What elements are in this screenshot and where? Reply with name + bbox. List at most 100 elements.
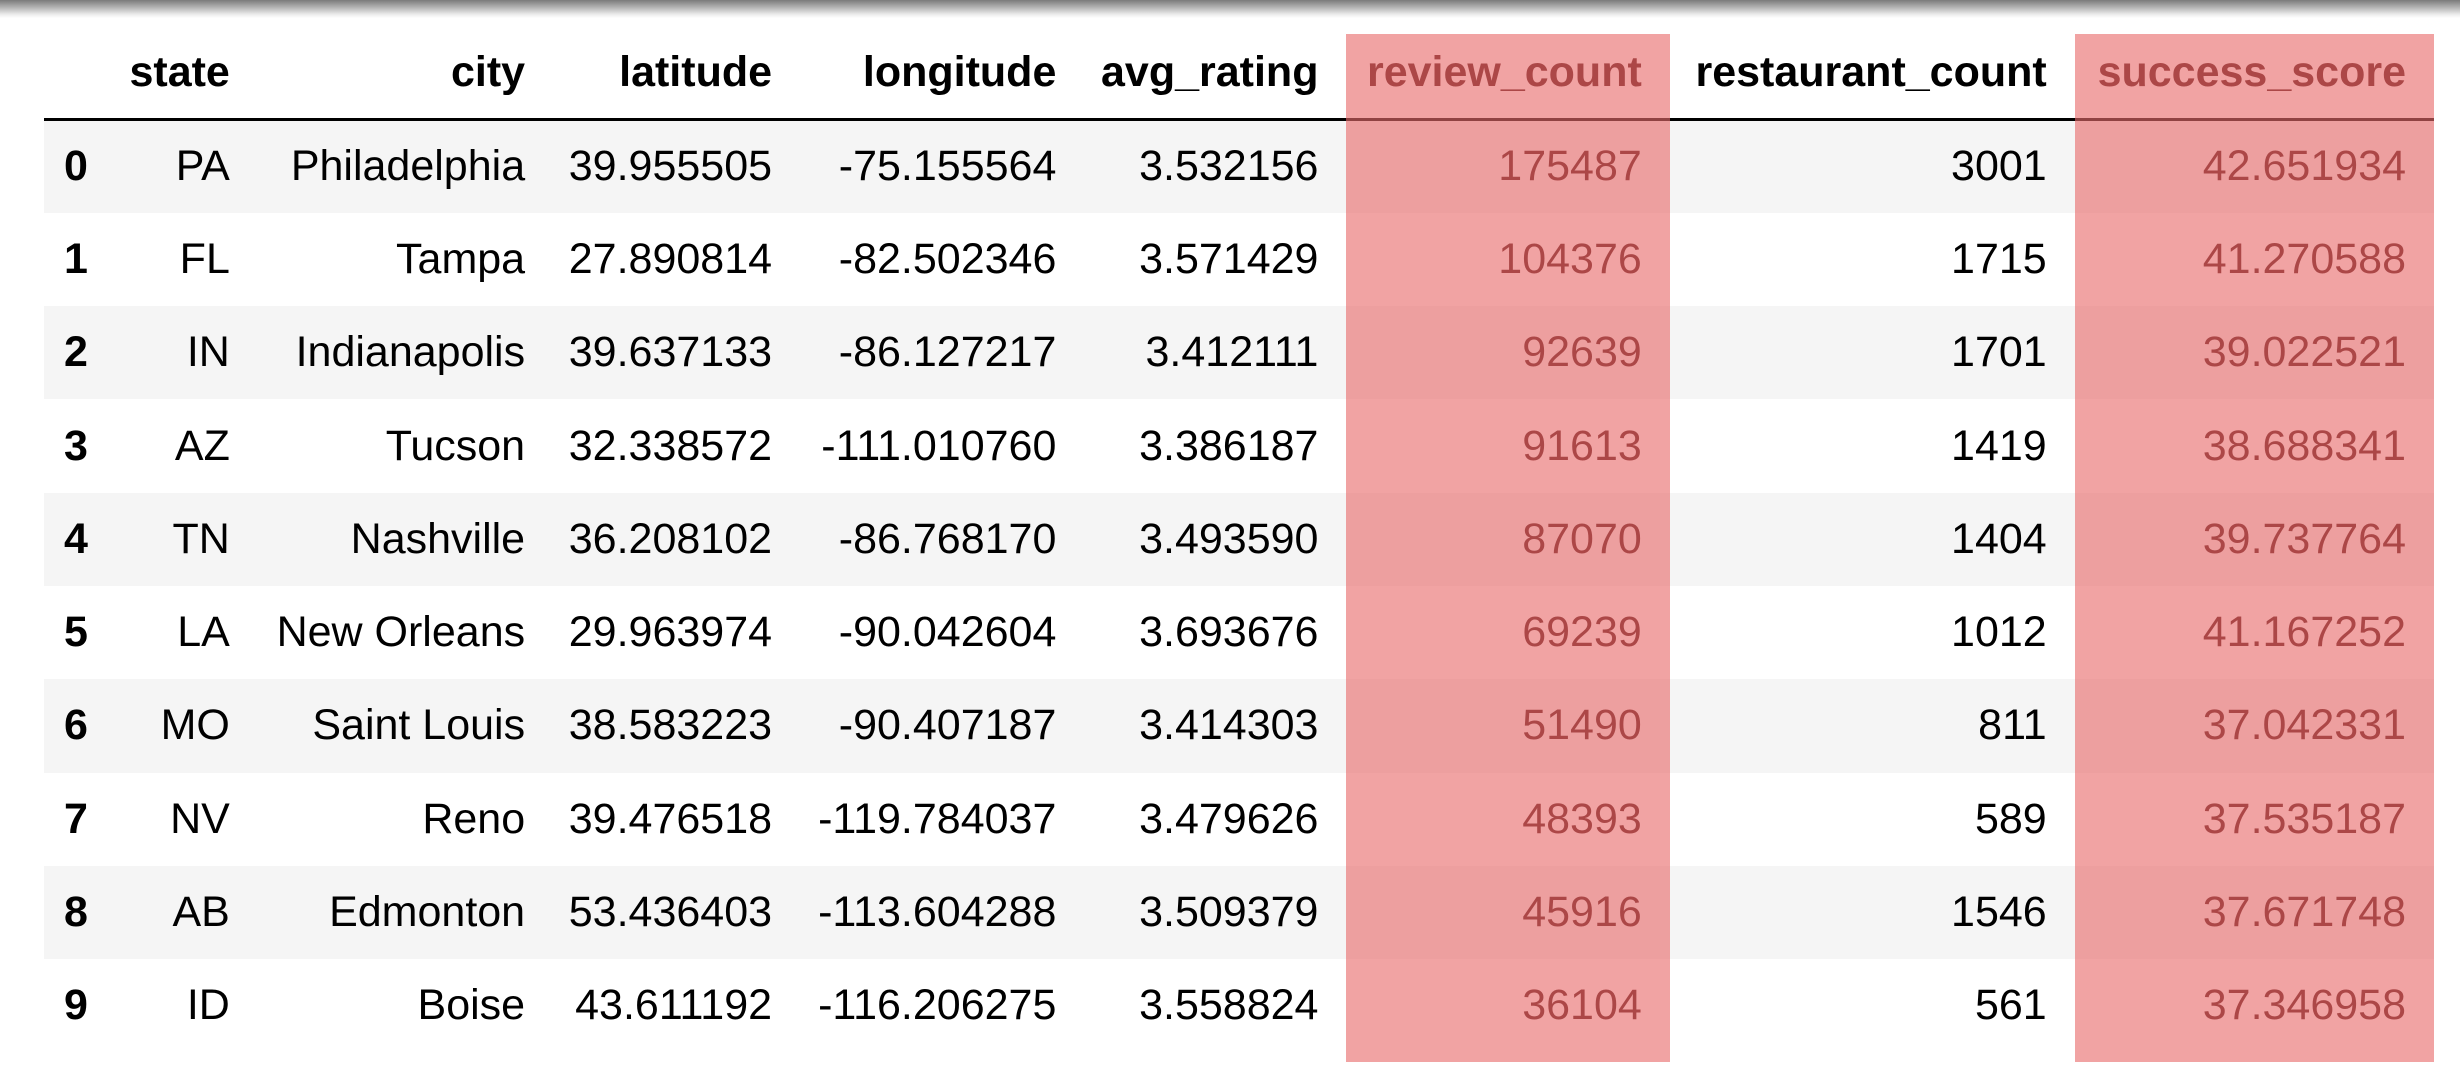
cell-avg-rating: 3.532156 [1139,142,1319,191]
cell-state: AB [172,888,230,937]
cell-avg-rating: 3.493590 [1139,514,1319,563]
table-row: 2 IN Indianapolis 39.637133 -86.127217 3.4121… [44,306,2434,400]
table-row: 5 LA New Orleans 29.963974 -90.042604 3.69367… [44,585,2434,680]
cell-latitude: 39.637133 [568,328,773,377]
dataframe-table: state city latitude longitude avg_rating… [44,26,2434,1053]
cell-success-score: 37.042331 [2202,701,2406,750]
row-index: 7 [64,794,88,843]
row-index: 2 [64,328,88,377]
cell-success-score: 37.535187 [2202,794,2406,843]
row-index: 9 [64,981,88,1030]
cell-restaurant-count: 1715 [1951,234,2047,283]
cell-longitude: -113.604288 [818,888,1057,937]
row-index: 5 [64,608,88,657]
cell-review-count: 87070 [1522,514,1642,563]
cell-success-score: 39.022521 [2202,328,2406,377]
table-row: 7 NV Reno 39.476518 -119.784037 3.479626 48393… [44,772,2434,866]
cell-latitude: 53.436403 [568,888,773,937]
cell-city: Boise [417,981,526,1030]
cell-city: Reno [422,794,526,843]
column-header-longitude: longitude [800,26,1085,121]
cell-review-count: 91613 [1522,421,1642,470]
cell-longitude: -82.502346 [838,234,1057,283]
column-header-city: city [257,26,554,121]
cell-review-count: 48393 [1522,794,1642,843]
cell-restaurant-count: 589 [1974,794,2047,843]
column-header-restaurant-count: restaurant_count [1669,26,2075,121]
cell-longitude: -86.127217 [838,328,1057,377]
cell-city: Tucson [385,421,526,470]
cell-state: TN [172,514,230,563]
cell-latitude: 43.611192 [575,981,773,1030]
index-header [44,26,121,121]
cell-avg-rating: 3.571429 [1139,234,1319,283]
column-header-review-count: review_count [1346,26,1670,121]
cell-city: Tampa [396,234,526,283]
cell-review-count: 45916 [1522,888,1642,937]
table-row: 9 ID Boise 43.611192 -116.206275 3.558824 3610… [44,959,2434,1053]
cell-review-count: 92639 [1522,328,1642,377]
cell-success-score: 38.688341 [2202,421,2406,470]
column-header-state: state [120,26,258,121]
cell-restaurant-count: 1419 [1951,421,2047,470]
cell-avg-rating: 3.479626 [1139,794,1319,843]
cell-state: FL [179,234,230,283]
cell-review-count: 104376 [1498,234,1642,283]
cell-longitude: -86.768170 [838,514,1057,563]
cell-review-count: 36104 [1522,981,1642,1030]
cell-city: New Orleans [276,608,526,657]
cell-longitude: -119.784037 [818,794,1057,843]
row-index: 8 [64,888,88,937]
cell-state: AZ [174,421,230,470]
table-row: 0 PA Philadelphia 39.955505 -75.155564 3.5321… [44,119,2434,213]
cell-review-count: 69239 [1522,608,1642,657]
cell-avg-rating: 3.412111 [1145,328,1319,377]
table-row: 3 AZ Tucson 32.338572 -111.010760 3.386187 916… [44,399,2434,493]
row-index: 4 [64,514,88,563]
table-row: 8 AB Edmonton 53.436403 -113.604288 3.509379 4… [44,865,2434,960]
cell-restaurant-count: 561 [1974,981,2047,1030]
cell-latitude: 38.583223 [568,701,773,750]
cell-success-score: 41.270588 [2202,234,2406,283]
cell-city: Philadelphia [290,142,526,191]
cell-avg-rating: 3.509379 [1139,888,1319,937]
header-row: state city latitude longitude avg_rating… [44,26,2434,121]
cell-success-score: 42.651934 [2202,142,2406,191]
cell-latitude: 39.476518 [568,794,773,843]
cell-latitude: 29.963974 [568,608,773,657]
table-row: 1 FL Tampa 27.890814 -82.502346 3.571429 10437… [44,212,2434,307]
cell-state: ID [186,981,230,1030]
column-header-latitude: latitude [553,26,801,121]
window-top-shadow [0,0,2460,18]
cell-avg-rating: 3.414303 [1139,701,1319,750]
cell-city: Edmonton [329,888,526,937]
cell-state: NV [170,794,230,843]
row-index: 0 [64,142,88,191]
cell-success-score: 39.737764 [2202,514,2406,563]
cell-review-count: 175487 [1498,142,1642,191]
cell-restaurant-count: 3001 [1951,142,2047,191]
cell-review-count: 51490 [1522,701,1642,750]
cell-latitude: 32.338572 [568,421,773,470]
cell-city: Indianapolis [295,328,526,377]
column-header-avg-rating: avg_rating [1084,26,1347,121]
cell-restaurant-count: 1701 [1951,328,2047,377]
cell-latitude: 36.208102 [568,514,773,563]
cell-success-score: 41.167252 [2202,608,2406,657]
cell-restaurant-count: 1546 [1951,888,2047,937]
table-row: 4 TN Nashville 36.208102 -86.768170 3.493590 8… [44,492,2434,586]
cell-longitude: -90.407187 [838,701,1057,750]
cell-city: Saint Louis [312,701,526,750]
cell-success-score: 37.346958 [2202,981,2406,1030]
cell-avg-rating: 3.693676 [1139,608,1319,657]
column-header-success-score: success_score [2074,26,2434,121]
row-index: 1 [64,234,88,283]
cell-latitude: 39.955505 [568,142,773,191]
cell-longitude: -111.010760 [821,421,1057,470]
cell-restaurant-count: 811 [1978,701,2047,750]
cell-avg-rating: 3.386187 [1139,421,1319,470]
row-index: 6 [64,701,88,750]
cell-restaurant-count: 1404 [1951,514,2047,563]
cell-city: Nashville [350,514,526,563]
cell-state: PA [175,142,230,191]
